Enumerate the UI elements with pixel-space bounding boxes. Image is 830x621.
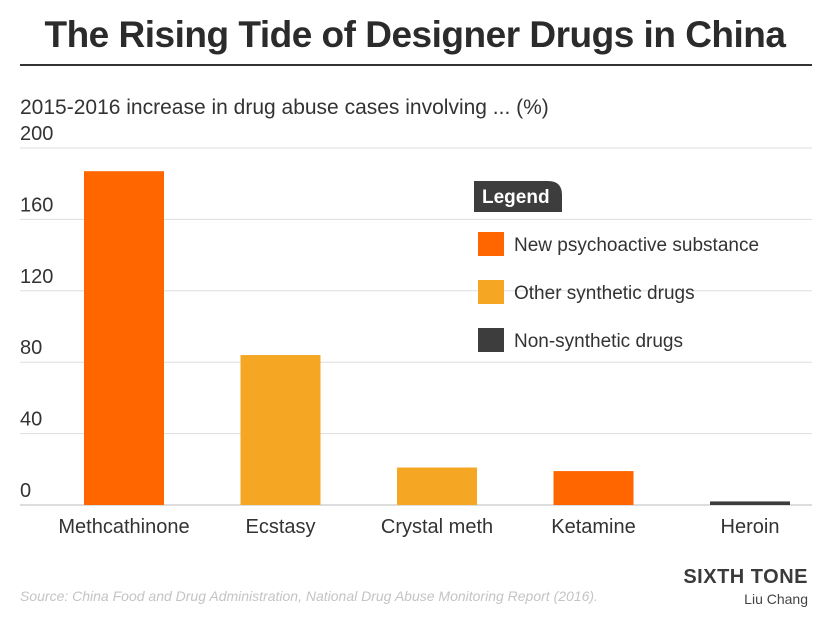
bars: [84, 171, 790, 505]
y-axis-ticks: 0 40 80 120 160 200: [20, 123, 53, 502]
bar-crystal-meth: [397, 467, 477, 505]
bar-methcathinone: [84, 171, 164, 505]
x-tick-label: Ecstasy: [245, 516, 315, 538]
legend-swatch: [478, 328, 504, 352]
brand-logo: SIXTH TONE: [683, 566, 808, 588]
x-axis-labels: Methcathinone Ecstasy Crystal meth Ketamine…: [58, 516, 779, 538]
x-tick-label: Heroin: [721, 516, 780, 538]
legend-label: Non-synthetic drugs: [514, 331, 683, 352]
legend-title: Legend: [482, 187, 550, 208]
y-tick-label: 80: [20, 337, 42, 359]
x-tick-label: Ketamine: [551, 516, 636, 538]
legend: Legend New psychoactive substance Other sy…: [474, 181, 759, 352]
x-tick-label: Crystal meth: [381, 516, 493, 538]
x-tick-label: Methcathinone: [58, 516, 189, 538]
chart-subtitle: 2015-2016 increase in drug abuse cases i…: [20, 96, 549, 119]
y-tick-label: 40: [20, 409, 42, 431]
legend-swatch: [478, 280, 504, 304]
y-tick-label: 200: [20, 123, 53, 145]
bar-ecstasy: [240, 355, 321, 505]
y-tick-label: 120: [20, 266, 53, 288]
author-credit: Liu Chang: [744, 591, 808, 607]
legend-label: Other synthetic drugs: [514, 283, 695, 304]
source-note: Source: China Food and Drug Administrati…: [20, 588, 598, 604]
chart-title: The Rising Tide of Designer Drugs in Chi…: [44, 14, 786, 55]
legend-swatch: [478, 232, 504, 256]
bar-ketamine: [553, 471, 634, 505]
bar-heroin: [710, 501, 790, 505]
y-tick-label: 160: [20, 194, 53, 216]
legend-header: [474, 181, 562, 212]
title-divider: [20, 64, 812, 66]
y-tick-label: 0: [20, 480, 31, 502]
legend-label: New psychoactive substance: [514, 235, 759, 256]
